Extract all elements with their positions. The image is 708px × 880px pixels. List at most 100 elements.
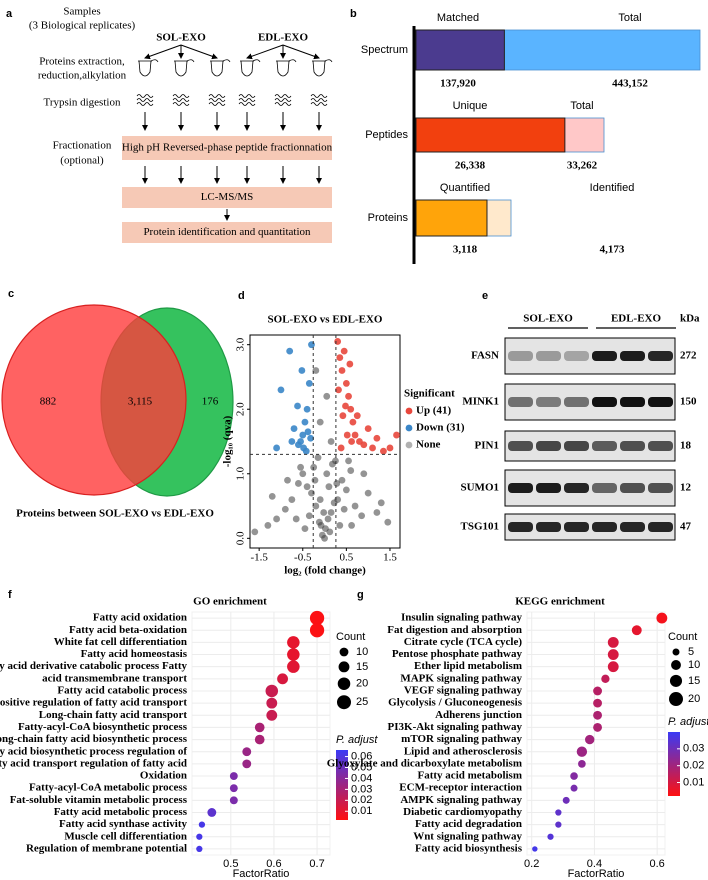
category-label: Fatty acid derivative catabolic process … xyxy=(0,660,187,672)
panel-label: d xyxy=(238,290,245,302)
blot-band xyxy=(508,441,533,451)
blot-band xyxy=(648,441,673,451)
process-box xyxy=(122,222,332,243)
x-tick-label: 0.2 xyxy=(524,858,539,870)
blot-band xyxy=(564,351,589,361)
category-label: Spectrum xyxy=(361,44,408,56)
step-label: Trypsin digestion xyxy=(44,97,121,109)
arrow xyxy=(246,44,284,60)
arrow xyxy=(144,44,182,60)
data-point xyxy=(251,528,259,536)
color-tick-label: 0.03 xyxy=(683,743,704,755)
dot xyxy=(198,821,206,828)
category-label: Fatty-acyl-CoA biosynthetic process xyxy=(18,721,188,733)
x-tick-label: 0.4 xyxy=(587,858,602,870)
plot-area xyxy=(191,611,331,856)
peptide-icon xyxy=(136,94,154,98)
category-label: Regulation of membrane potential xyxy=(26,842,187,854)
data-point xyxy=(281,505,289,513)
category-label: Long-chain fatty acid transport xyxy=(39,709,188,721)
data-point xyxy=(334,496,342,503)
data-point xyxy=(273,515,280,523)
process-box xyxy=(122,187,332,208)
data-point xyxy=(290,425,298,432)
data-point xyxy=(339,412,347,420)
blot-band xyxy=(508,483,533,493)
peptide-icon xyxy=(172,102,190,106)
blot-band xyxy=(592,522,617,532)
color-tick-label: 0.03 xyxy=(351,783,372,795)
legend-label: 10 xyxy=(356,646,368,658)
color-tick-label: 0.04 xyxy=(351,772,372,784)
kda-label: 47 xyxy=(680,521,692,533)
category-label: Muscle cell differentiation xyxy=(64,830,187,842)
data-point xyxy=(308,489,315,497)
blot-strip xyxy=(504,513,676,541)
step-label: Fractionation xyxy=(53,140,112,152)
blot-unit: kDa xyxy=(680,313,700,325)
data-point xyxy=(284,476,291,484)
bar-label: Total xyxy=(618,12,641,24)
blot-band xyxy=(508,522,533,532)
dot xyxy=(601,674,610,683)
data-point xyxy=(329,460,336,468)
peptide-icon xyxy=(208,102,226,106)
dot xyxy=(266,697,278,709)
y-tick-label: 3.0 xyxy=(235,337,247,351)
data-point xyxy=(320,509,328,516)
data-point xyxy=(345,392,352,400)
arrow xyxy=(282,44,320,60)
tube-icon xyxy=(174,60,188,77)
dot xyxy=(254,722,265,733)
data-point xyxy=(286,347,294,355)
data-point xyxy=(334,338,342,345)
value-label: 137,920 xyxy=(440,78,476,90)
dot xyxy=(570,772,578,780)
dot xyxy=(607,661,619,673)
category-label: mTOR signaling pathway xyxy=(401,733,522,745)
process-label: High pH Reversed-phase peptide fractionn… xyxy=(122,142,333,154)
category-label: Peptides xyxy=(365,129,408,141)
kda-label: 150 xyxy=(680,396,697,408)
dot xyxy=(287,660,300,673)
data-point xyxy=(307,434,315,442)
category-label: Fatty acid transport regulation of fatty… xyxy=(0,757,187,769)
blot-band xyxy=(620,351,645,361)
tube-lid xyxy=(288,59,297,63)
data-point xyxy=(342,486,350,494)
blot-strip xyxy=(504,337,676,375)
data-point xyxy=(325,483,333,491)
data-point xyxy=(347,405,355,413)
legend-dot xyxy=(669,692,683,707)
data-point xyxy=(321,534,328,542)
panel-label: c xyxy=(8,288,14,300)
protein-label: TSG101 xyxy=(460,521,499,533)
data-point xyxy=(312,367,320,374)
dot xyxy=(607,649,619,660)
dot xyxy=(309,623,325,638)
dot xyxy=(578,760,586,768)
category-label: Fatty acid metabolism xyxy=(418,770,522,782)
category-label: Wnt signaling pathway xyxy=(413,830,522,842)
dot xyxy=(562,796,570,804)
dot xyxy=(532,846,538,852)
color-tick-label: 0.02 xyxy=(683,760,704,772)
data-point xyxy=(384,518,392,526)
legend-dot xyxy=(672,648,680,656)
tube-lid xyxy=(222,59,231,63)
kda-label: 18 xyxy=(680,440,692,452)
data-point xyxy=(369,444,376,452)
data-point xyxy=(386,444,394,452)
data-point xyxy=(326,528,334,536)
blot-strip xyxy=(504,430,676,462)
category-label: Ether lipid metabolism xyxy=(414,660,522,672)
category-label: Fatty acid oxidation xyxy=(93,612,187,624)
category-label: Fatty acid biosynthetic process regulati… xyxy=(0,745,187,757)
color-tick-label: 0.06 xyxy=(351,750,372,762)
dot xyxy=(593,698,602,708)
category-label: acid transmembrane transport xyxy=(42,672,187,684)
category-label: Fatty acid homeostasis xyxy=(81,648,188,660)
data-point xyxy=(338,476,346,484)
data-point xyxy=(288,496,296,503)
